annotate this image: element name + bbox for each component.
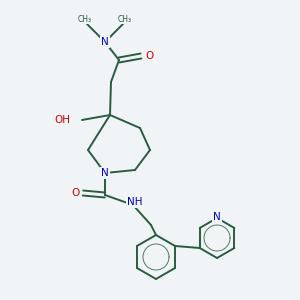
Text: OH: OH bbox=[54, 115, 70, 125]
Text: CH₃: CH₃ bbox=[78, 14, 92, 23]
Text: NH: NH bbox=[127, 197, 143, 207]
Text: N: N bbox=[101, 168, 109, 178]
Text: O: O bbox=[71, 188, 79, 198]
Text: CH₃: CH₃ bbox=[118, 14, 132, 23]
Text: N: N bbox=[101, 37, 109, 47]
Text: N: N bbox=[213, 212, 221, 222]
Text: O: O bbox=[145, 51, 153, 61]
